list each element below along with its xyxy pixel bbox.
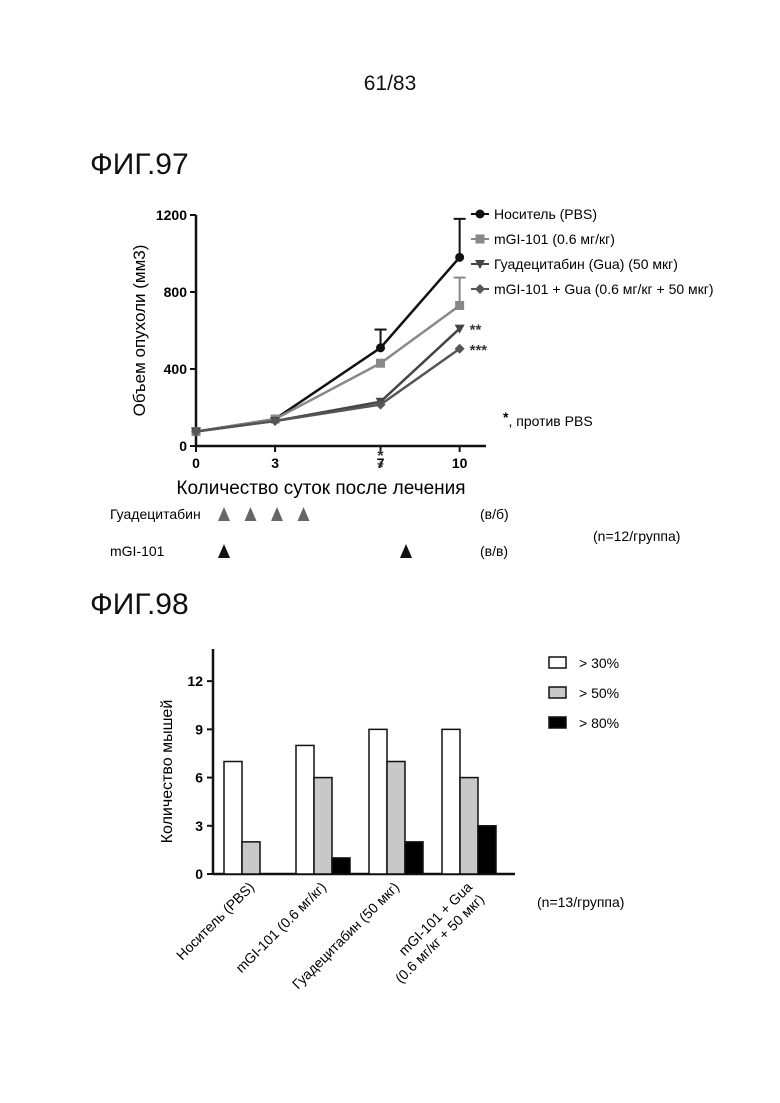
y-axis-label: Количество мышей xyxy=(159,700,176,844)
legend-label: > 50% xyxy=(579,685,619,701)
legend-swatch xyxy=(549,717,566,728)
bar xyxy=(224,762,242,875)
bar xyxy=(460,778,478,874)
bar xyxy=(332,858,350,874)
y-tick-label: 0 xyxy=(195,866,203,882)
legend-label: > 30% xyxy=(579,655,619,671)
bar xyxy=(369,729,387,874)
legend-swatch xyxy=(549,687,566,698)
category-label-line: Носитель (PBS) xyxy=(173,879,257,963)
y-tick-label: 6 xyxy=(195,770,203,786)
y-tick-label: 9 xyxy=(195,721,203,737)
bar xyxy=(442,729,460,874)
category-label: Носитель (PBS) xyxy=(173,879,257,963)
bar xyxy=(314,778,332,874)
bar xyxy=(387,762,405,875)
legend-label: > 80% xyxy=(579,715,619,731)
bar xyxy=(242,842,260,874)
y-tick-label: 12 xyxy=(187,673,203,689)
bar xyxy=(296,745,314,874)
y-tick-label: 3 xyxy=(195,818,203,834)
group-note: (n=13/группа) xyxy=(537,894,624,910)
bar xyxy=(405,842,423,874)
mice-count-bar-chart: 036912Количество мышейНоситель (PBS)mGI-… xyxy=(0,0,780,1103)
legend-swatch xyxy=(549,657,566,668)
bar xyxy=(478,826,496,874)
